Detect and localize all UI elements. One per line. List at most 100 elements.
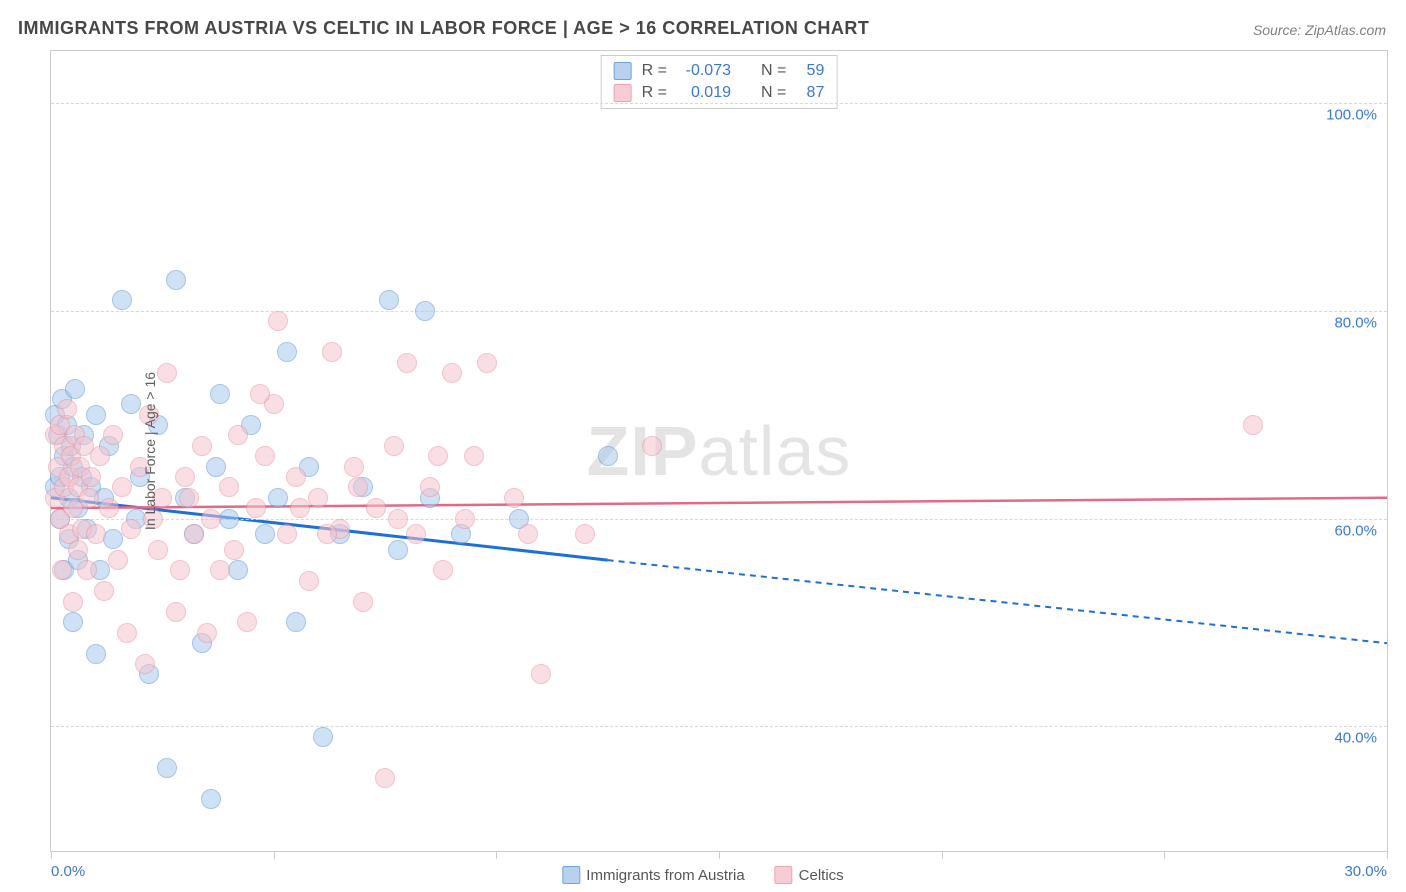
y-tick-label: 40.0% (1334, 730, 1377, 747)
legend-label: Immigrants from Austria (586, 867, 744, 884)
scatter-point (388, 509, 408, 529)
scatter-point (290, 498, 310, 518)
legend-swatch (614, 62, 632, 80)
scatter-point (518, 524, 538, 544)
scatter-point (86, 405, 106, 425)
r-value: -0.073 (677, 60, 731, 82)
scatter-point (210, 384, 230, 404)
scatter-point (201, 509, 221, 529)
r-label: R = (642, 60, 667, 82)
scatter-point (166, 270, 186, 290)
scatter-point (504, 488, 524, 508)
y-tick-label: 80.0% (1334, 314, 1377, 331)
scatter-point (157, 363, 177, 383)
r-value: 0.019 (677, 82, 731, 104)
legend-swatch (562, 866, 580, 884)
trend-line (608, 560, 1387, 643)
scatter-point (112, 477, 132, 497)
source-label: Source: ZipAtlas.com (1253, 22, 1386, 38)
scatter-point (255, 524, 275, 544)
scatter-point (65, 379, 85, 399)
scatter-point (277, 524, 297, 544)
scatter-point (57, 399, 77, 419)
scatter-point (179, 488, 199, 508)
legend-item: Immigrants from Austria (562, 866, 744, 884)
scatter-point (415, 301, 435, 321)
scatter-point (90, 446, 110, 466)
gridline (51, 311, 1387, 312)
scatter-point (170, 560, 190, 580)
scatter-point (99, 498, 119, 518)
scatter-point (322, 342, 342, 362)
n-value: 87 (796, 82, 824, 104)
scatter-point (201, 789, 221, 809)
scatter-point (1243, 415, 1263, 435)
y-axis-label: In Labor Force | Age > 16 (142, 372, 158, 530)
scatter-point (228, 560, 248, 580)
scatter-point (598, 446, 618, 466)
scatter-point (375, 768, 395, 788)
scatter-point (286, 467, 306, 487)
x-tick (496, 851, 497, 859)
scatter-point (81, 467, 101, 487)
scatter-point (642, 436, 662, 456)
y-tick-label: 100.0% (1326, 106, 1377, 123)
scatter-point (63, 592, 83, 612)
scatter-point (192, 436, 212, 456)
legend-swatch (614, 84, 632, 102)
scatter-point (63, 612, 83, 632)
scatter-point (428, 446, 448, 466)
plot-area: ZIPatlas R =-0.073N =59R =0.019N =87 40.… (50, 50, 1388, 852)
scatter-point (384, 436, 404, 456)
scatter-point (52, 560, 72, 580)
scatter-point (379, 290, 399, 310)
scatter-point (442, 363, 462, 383)
scatter-point (94, 581, 114, 601)
n-label: N = (761, 60, 786, 82)
stats-row: R =-0.073N =59 (614, 60, 825, 82)
legend-item: Celtics (775, 866, 844, 884)
scatter-point (313, 727, 333, 747)
scatter-point (575, 524, 595, 544)
scatter-point (103, 529, 123, 549)
scatter-point (175, 467, 195, 487)
scatter-point (224, 540, 244, 560)
n-label: N = (761, 82, 786, 104)
scatter-point (455, 509, 475, 529)
legend-label: Celtics (799, 867, 844, 884)
scatter-point (103, 425, 123, 445)
scatter-point (86, 644, 106, 664)
scatter-point (121, 394, 141, 414)
scatter-point (148, 540, 168, 560)
scatter-point (344, 457, 364, 477)
scatter-point (388, 540, 408, 560)
scatter-point (117, 623, 137, 643)
scatter-point (531, 664, 551, 684)
trend-lines-layer (51, 51, 1387, 851)
scatter-point (206, 457, 226, 477)
scatter-point (406, 524, 426, 544)
gridline (51, 519, 1387, 520)
scatter-point (68, 540, 88, 560)
scatter-point (299, 571, 319, 591)
x-tick-label: 0.0% (51, 863, 85, 880)
scatter-point (228, 425, 248, 445)
scatter-point (420, 477, 440, 497)
x-tick-label: 30.0% (1344, 863, 1387, 880)
gridline (51, 103, 1387, 104)
scatter-point (184, 524, 204, 544)
scatter-point (237, 612, 257, 632)
scatter-point (112, 290, 132, 310)
scatter-point (246, 498, 266, 518)
scatter-point (348, 477, 368, 497)
r-label: R = (642, 82, 667, 104)
legend-swatch (775, 866, 793, 884)
scatter-point (250, 384, 270, 404)
x-tick (1387, 851, 1388, 859)
scatter-point (286, 612, 306, 632)
stats-row: R = 0.019 N = 87 (614, 82, 825, 104)
scatter-point (464, 446, 484, 466)
scatter-point (166, 602, 186, 622)
chart-container: IMMIGRANTS FROM AUSTRIA VS CELTIC IN LAB… (0, 0, 1406, 892)
stats-legend-box: R =-0.073N =59R =0.019N =87 (601, 55, 838, 109)
